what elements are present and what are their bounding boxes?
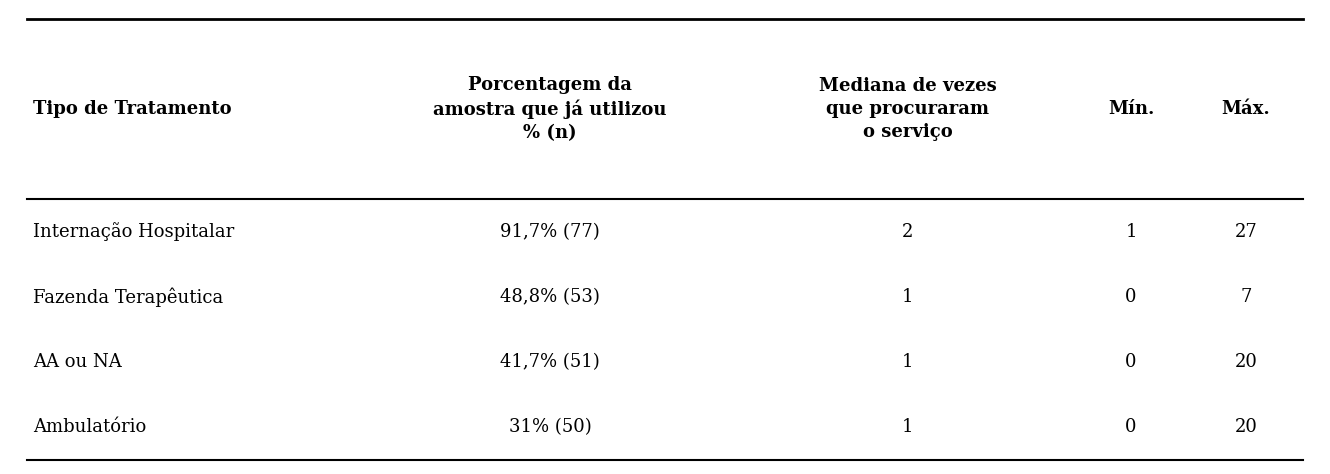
Text: Mín.: Mín.	[1108, 100, 1154, 118]
Text: Ambulatório: Ambulatório	[33, 418, 146, 436]
Text: 48,8% (53): 48,8% (53)	[500, 288, 600, 306]
Text: 2: 2	[902, 223, 914, 241]
Text: 1: 1	[1125, 223, 1137, 241]
Text: Mediana de vezes
que procuraram
o serviço: Mediana de vezes que procuraram o serviç…	[819, 77, 996, 141]
Text: 1: 1	[902, 353, 914, 371]
Text: 27: 27	[1234, 223, 1257, 241]
Text: 0: 0	[1125, 353, 1137, 371]
Text: Tipo de Tratamento: Tipo de Tratamento	[33, 100, 231, 118]
Text: Porcentagem da
amostra que já utilizou
% (n): Porcentagem da amostra que já utilizou %…	[434, 76, 666, 142]
Text: AA ou NA: AA ou NA	[33, 353, 122, 371]
Text: 20: 20	[1234, 353, 1257, 371]
Text: 0: 0	[1125, 288, 1137, 306]
Text: 1: 1	[902, 288, 914, 306]
Text: Fazenda Terapêutica: Fazenda Terapêutica	[33, 287, 223, 307]
Text: Máx.: Máx.	[1221, 100, 1270, 118]
Text: 20: 20	[1234, 418, 1257, 436]
Text: 1: 1	[902, 418, 914, 436]
Text: 91,7% (77): 91,7% (77)	[500, 223, 600, 241]
Text: 7: 7	[1241, 288, 1252, 306]
Text: 31% (50): 31% (50)	[508, 418, 592, 436]
Text: Internação Hospitalar: Internação Hospitalar	[33, 222, 234, 241]
Text: 0: 0	[1125, 418, 1137, 436]
Text: 41,7% (51): 41,7% (51)	[500, 353, 600, 371]
